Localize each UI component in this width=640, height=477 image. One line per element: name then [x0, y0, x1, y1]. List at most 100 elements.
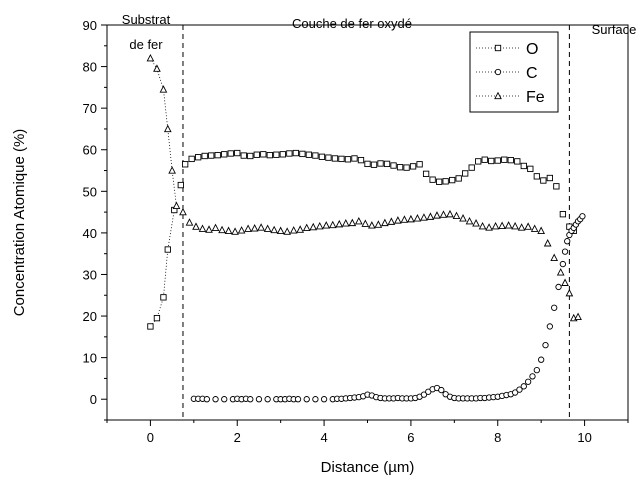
data-point-c: [579, 213, 586, 220]
legend-box: [469, 31, 559, 113]
data-point-o: [201, 152, 208, 160]
legend-item-c: C: [476, 65, 538, 82]
data-point-o: [305, 151, 313, 158]
data-point-c: [555, 283, 562, 291]
data-point-c: [303, 396, 310, 403]
data-point-o: [553, 183, 560, 190]
data-point-fe: [433, 211, 441, 219]
annotation-de-fer: de fer: [129, 37, 163, 52]
data-point-fe: [263, 224, 272, 232]
data-point-o: [559, 211, 567, 218]
data-point-o: [429, 176, 436, 183]
series-fe: [146, 53, 582, 322]
data-point-o: [221, 151, 228, 158]
data-point-fe: [413, 214, 422, 222]
data-point-o: [481, 156, 488, 163]
data-point-o: [514, 158, 521, 165]
data-point-fe: [153, 64, 161, 72]
data-point-fe: [296, 225, 305, 233]
data-point-fe: [491, 221, 500, 230]
data-point-fe: [465, 216, 474, 225]
series-c: [190, 213, 586, 403]
series-connector: [150, 58, 177, 206]
data-point-fe: [172, 201, 181, 210]
data-point-o: [383, 160, 391, 168]
data-point-c: [320, 396, 328, 403]
y-tick-label: 0: [90, 392, 97, 407]
data-point-o: [147, 323, 154, 330]
data-point-o: [377, 160, 384, 167]
data-point-c: [312, 396, 319, 403]
data-point-o: [247, 152, 254, 160]
data-point-fe: [341, 219, 350, 227]
data-point-c: [561, 248, 569, 255]
data-point-o: [164, 246, 171, 253]
data-point-fe: [270, 225, 278, 234]
data-point-o: [338, 155, 345, 163]
data-point-fe: [543, 239, 552, 247]
data-point-c: [516, 386, 523, 393]
data-point-fe: [374, 220, 383, 228]
data-point-fe: [439, 210, 448, 218]
series-connector: [150, 209, 175, 327]
legend-marker: [494, 91, 502, 100]
data-point-o: [351, 155, 358, 162]
data-point-o: [449, 176, 456, 184]
data-point-o: [409, 163, 417, 170]
data-point-fe: [257, 223, 265, 231]
x-axis: 0 2 4 6 8 10: [106, 420, 629, 445]
data-point-o: [279, 151, 286, 158]
data-point-fe: [335, 219, 344, 228]
legend-item-fe: Fe: [476, 89, 545, 106]
data-point-o: [455, 175, 462, 182]
data-point-o: [181, 161, 189, 168]
data-point-fe: [237, 226, 246, 234]
data-point-o: [422, 170, 430, 178]
data-point-fe: [179, 207, 187, 216]
data-point-c: [546, 323, 553, 330]
y-tick-label: 10: [83, 351, 97, 366]
data-point-c: [438, 386, 445, 394]
data-point-fe: [550, 253, 559, 261]
y-tick-label: 40: [83, 226, 97, 241]
data-point-fe: [250, 224, 259, 232]
data-point-fe: [192, 222, 200, 230]
data-point-o: [312, 152, 319, 159]
data-point-fe: [218, 225, 226, 234]
data-point-fe: [163, 124, 172, 133]
legend-marker: [494, 44, 502, 52]
data-point-o: [533, 173, 540, 180]
data-point-c: [221, 396, 228, 403]
annotation-couche-oxyde: Couche de fer oxydé: [292, 16, 412, 31]
data-point-fe: [302, 223, 311, 232]
data-point-fe: [289, 226, 298, 234]
y-tick-label: 20: [83, 309, 97, 324]
data-point-o: [546, 174, 554, 182]
data-point-o: [416, 161, 423, 168]
data-point-o: [475, 158, 482, 165]
data-point-c: [511, 389, 519, 396]
y-tick-label: 90: [83, 18, 97, 33]
y-tick-label: 70: [83, 101, 97, 116]
data-point-fe: [517, 223, 526, 231]
x-tick-label: 10: [577, 430, 591, 445]
data-point-fe: [168, 166, 176, 174]
data-point-o: [260, 151, 267, 158]
data-point-o: [344, 156, 352, 163]
data-point-o: [160, 294, 167, 301]
x-tick-label: 2: [234, 430, 241, 445]
data-point-fe: [211, 223, 220, 232]
data-point-o: [396, 164, 404, 171]
annotation-substrat: Substrat: [122, 12, 171, 27]
legend-label: O: [526, 41, 538, 58]
annotation-surface: Surface: [592, 22, 637, 37]
data-point-fe: [485, 223, 493, 231]
data-point-o: [253, 151, 260, 158]
data-point-o: [325, 154, 332, 161]
data-point-fe: [283, 227, 292, 235]
data-point-c: [264, 396, 271, 403]
data-point-fe: [224, 226, 233, 234]
data-point-o: [501, 156, 508, 163]
legend-marker: [494, 68, 502, 76]
